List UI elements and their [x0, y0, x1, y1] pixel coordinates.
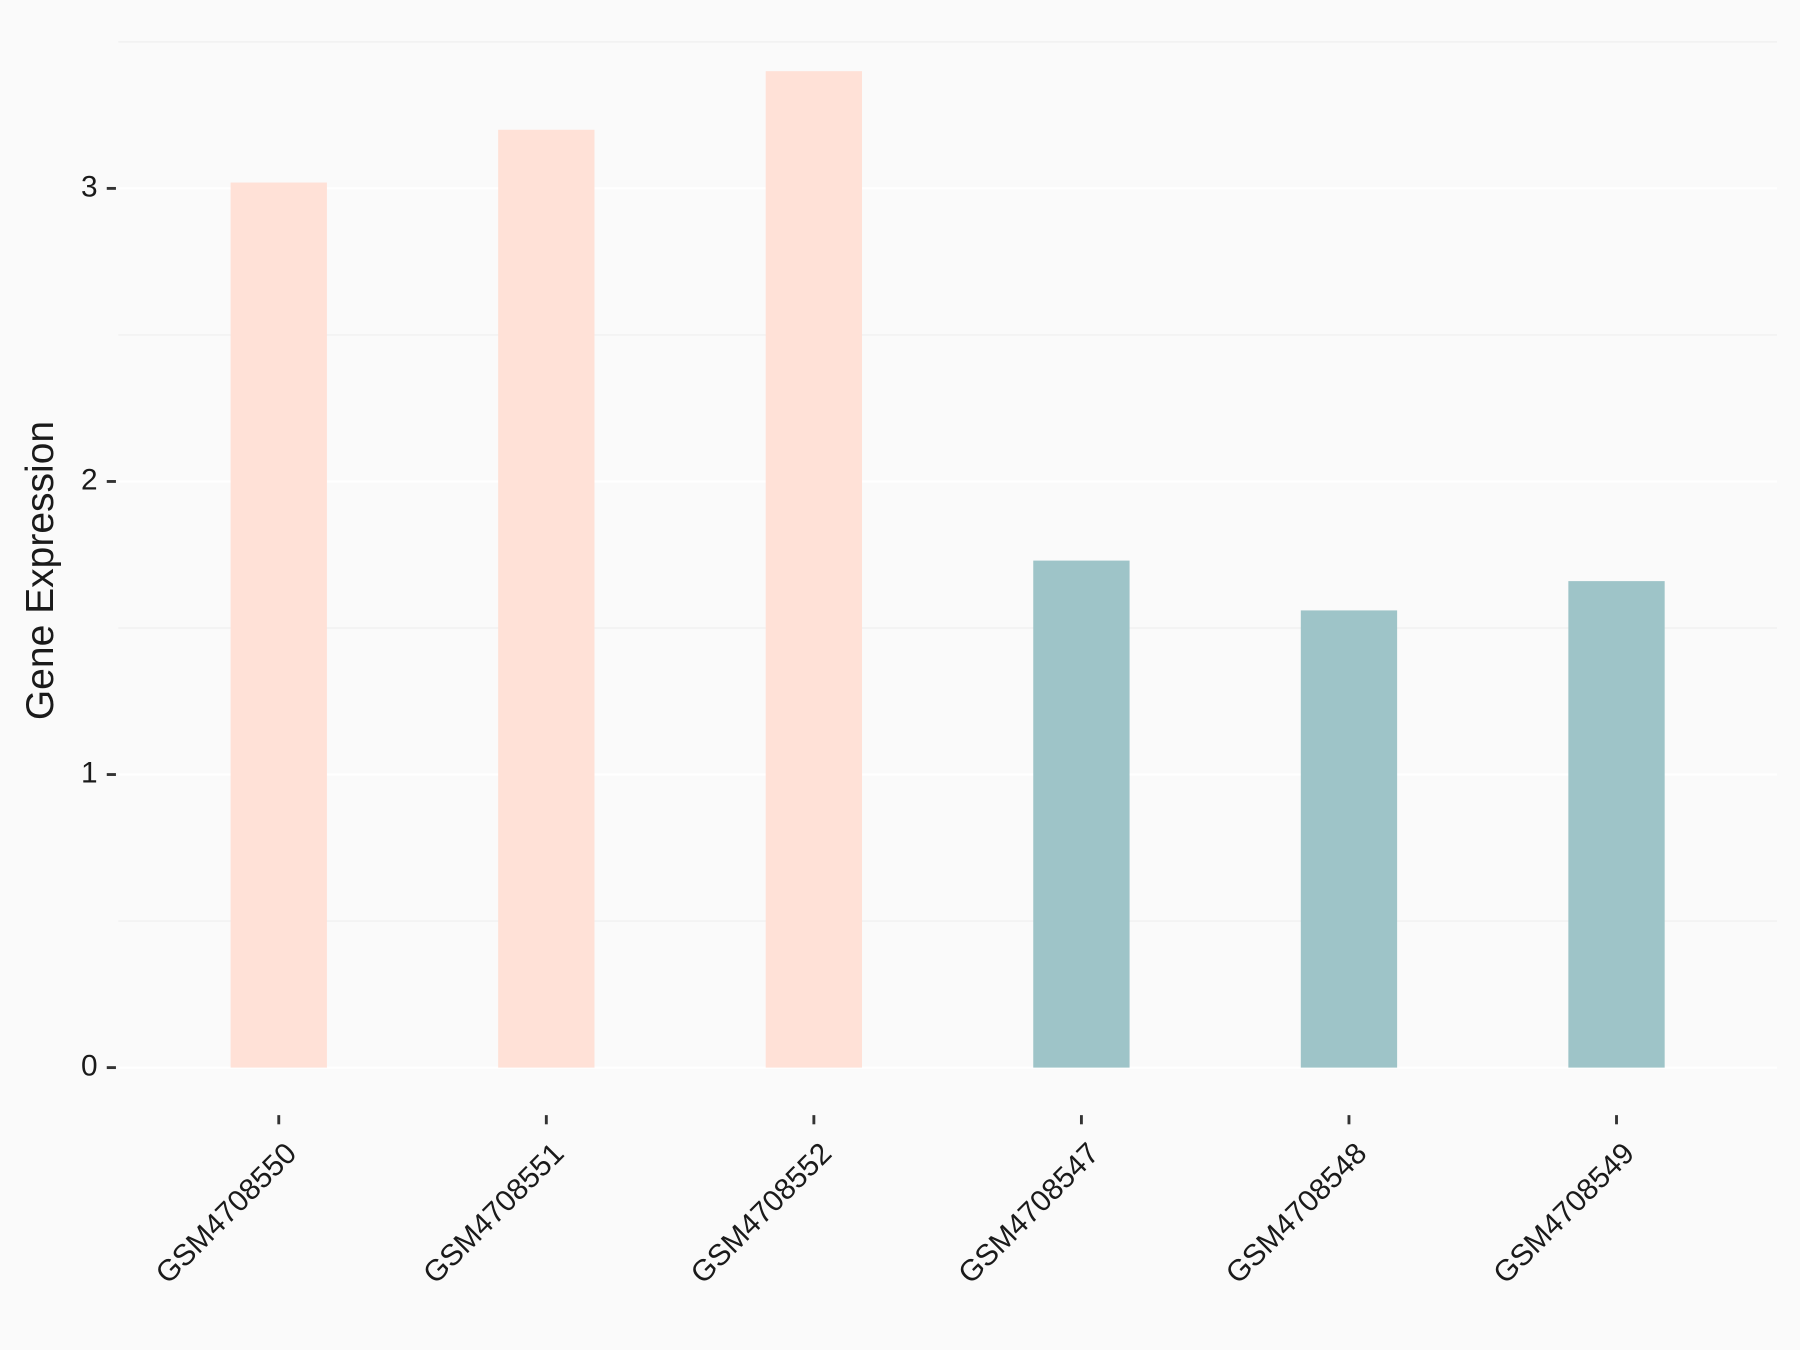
y-tick-label: 1	[81, 756, 98, 789]
y-axis-title: Gene Expression	[19, 421, 62, 720]
bar	[498, 129, 595, 1068]
bar	[765, 71, 863, 1068]
bar	[230, 182, 327, 1068]
y-tick-label: 0	[81, 1049, 98, 1082]
y-tick-label: 3	[81, 170, 98, 203]
bar	[1033, 560, 1130, 1068]
bar	[1300, 610, 1398, 1068]
bar	[1568, 581, 1665, 1068]
y-tick-label: 2	[81, 463, 98, 496]
